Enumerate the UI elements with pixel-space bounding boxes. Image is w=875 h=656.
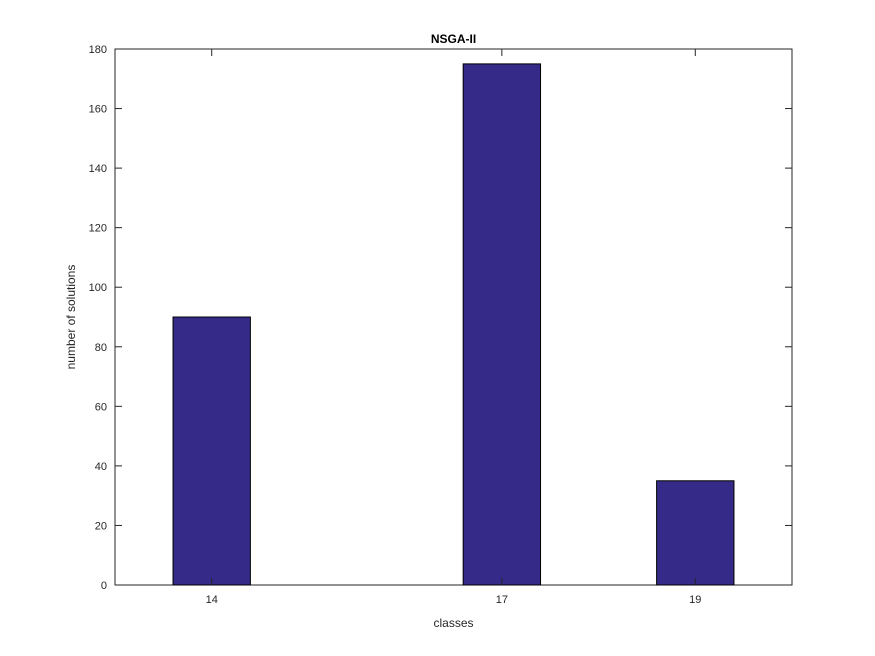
plot-area: 0 20 40 60 80 100 120 140 160 180 14 17 19 bbox=[89, 44, 793, 606]
y-axis-label: number of solutions bbox=[64, 265, 78, 370]
y-tick-label: 60 bbox=[95, 401, 107, 413]
x-tick-label: 17 bbox=[496, 594, 508, 606]
y-tick-label: 180 bbox=[89, 44, 107, 56]
chart-title: NSGA-II bbox=[431, 32, 476, 46]
y-tick-label: 40 bbox=[95, 461, 107, 473]
y-tick-label: 20 bbox=[95, 520, 107, 532]
x-tick-label: 19 bbox=[689, 594, 701, 606]
y-tick-label: 120 bbox=[89, 223, 107, 235]
y-tick-label: 140 bbox=[89, 163, 107, 175]
y-tick-label: 0 bbox=[101, 580, 107, 592]
bar-19 bbox=[656, 480, 735, 586]
y-tick-label: 100 bbox=[89, 282, 107, 294]
x-tick-label: 14 bbox=[206, 594, 218, 606]
bars bbox=[172, 63, 735, 586]
y-tick-label: 160 bbox=[89, 104, 107, 116]
bar-14 bbox=[172, 316, 251, 586]
y-tick-label: 80 bbox=[95, 342, 107, 354]
tick-labels: 0 20 40 60 80 100 120 140 160 180 14 17 19 bbox=[89, 44, 702, 606]
bar-17 bbox=[462, 63, 542, 586]
ticks bbox=[115, 48, 792, 586]
x-axis-label: classes bbox=[433, 616, 473, 630]
